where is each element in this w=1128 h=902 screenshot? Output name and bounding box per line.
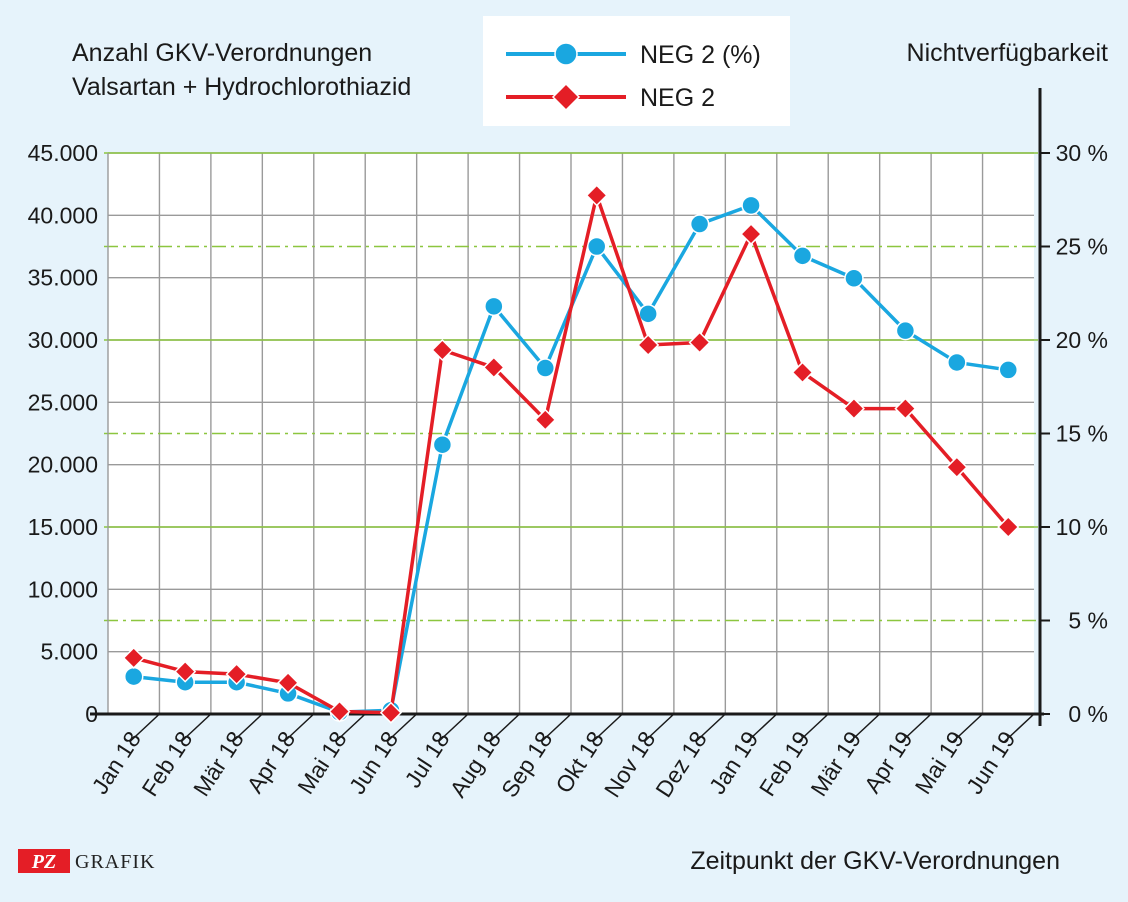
x-tick-mark <box>540 713 572 743</box>
data-point-neg2 <box>945 456 968 479</box>
data-point-neg2 <box>585 184 608 207</box>
x-tick-label: Feb 19 <box>754 727 815 801</box>
x-tick-label: Mär 18 <box>188 727 249 801</box>
data-point-neg2 <box>997 515 1020 539</box>
data-point-neg2 <box>379 701 403 724</box>
x-tick-mark <box>746 713 778 743</box>
y-left-tick-label: 25.000 <box>28 389 98 415</box>
x-tick-label: Jul 18 <box>399 727 454 793</box>
x-tick-label: Feb 18 <box>137 727 198 801</box>
x-tick-mark <box>900 713 932 743</box>
x-tick-label: Apr 18 <box>242 727 301 798</box>
x-tick-mark <box>1003 713 1035 743</box>
x-tick-mark <box>231 713 263 743</box>
data-point-neg2 <box>174 660 197 683</box>
data-point-neg2-pct <box>535 358 556 378</box>
data-point-neg2 <box>791 361 814 384</box>
x-tick-label: Aug 18 <box>445 727 507 802</box>
x-tick-mark <box>643 713 675 743</box>
x-tick-label: Apr 19 <box>859 727 918 798</box>
y-right-tick-label: 30 % <box>1056 140 1108 166</box>
x-tick-label: Jun 18 <box>344 727 403 799</box>
x-tick-mark <box>437 713 469 743</box>
legend-label-neg2-pct: NEG 2 (%) <box>640 41 761 69</box>
x-axis-title: Zeitpunkt der GKV-Verordnungen <box>690 847 1060 875</box>
pz-logo-text: PZ <box>31 851 56 873</box>
data-point-neg2-pct <box>432 434 453 455</box>
x-tick-label: Dez 18 <box>650 727 711 802</box>
y-left-tick-label: 10.000 <box>28 576 98 602</box>
data-point-neg2 <box>225 663 248 686</box>
legend-box <box>483 16 790 126</box>
x-tick-mark <box>283 713 315 743</box>
data-point-neg2-pct <box>689 214 710 234</box>
data-point-neg2 <box>276 671 300 694</box>
right-axis-title: Nichtverfügbarkeit <box>907 39 1109 67</box>
x-tick-mark <box>952 713 984 743</box>
y-left-tick-label: 45.000 <box>28 140 98 166</box>
data-point-neg2 <box>739 222 763 246</box>
x-tick-mark <box>180 713 212 743</box>
data-point-neg2-pct <box>998 360 1019 380</box>
x-tick-mark <box>849 713 881 743</box>
legend-marker-neg2-pct <box>554 42 578 66</box>
y-left-tick-label: 40.000 <box>28 202 98 228</box>
x-tick-mark <box>128 713 160 743</box>
x-tick-label: Jun 19 <box>961 727 1020 799</box>
data-point-neg2-pct <box>484 296 504 317</box>
y-right-tick-label: 15 % <box>1056 421 1108 447</box>
x-tick-mark <box>694 713 726 743</box>
left-axis-title-line-1: Anzahl GKV-Verordnungen <box>72 39 372 67</box>
data-point-neg2-pct <box>741 195 761 216</box>
x-tick-label: Mär 19 <box>805 727 866 801</box>
y-left-tick-label: 15.000 <box>28 514 98 540</box>
data-point-neg2-pct <box>947 352 967 373</box>
legend-marker-neg2 <box>551 82 581 112</box>
x-tick-mark <box>591 713 623 743</box>
x-tick-mark <box>334 713 366 743</box>
x-tick-mark <box>386 713 418 743</box>
data-point-neg2 <box>122 646 145 669</box>
x-tick-label: Mai 18 <box>292 727 351 799</box>
x-tick-label: Nov 18 <box>599 727 660 802</box>
data-point-neg2 <box>431 338 454 362</box>
x-tick-mark <box>489 713 521 743</box>
x-tick-mark <box>797 713 829 743</box>
data-point-neg2 <box>842 397 866 420</box>
data-point-neg2 <box>534 408 557 431</box>
data-point-neg2 <box>688 331 711 354</box>
data-point-neg2-pct <box>844 268 864 289</box>
legend: NEG 2 (%) NEG 2 <box>483 16 790 126</box>
y-left-tick-label: 0 <box>85 701 98 727</box>
data-point-neg2-pct <box>792 246 813 266</box>
y-right-tick-label: 20 % <box>1056 327 1108 353</box>
data-point-neg2 <box>894 397 917 420</box>
data-point-neg2-pct <box>123 666 144 687</box>
data-point-neg2-pct <box>638 304 658 324</box>
y-left-tick-label: 35.000 <box>28 265 98 291</box>
data-point-neg2-pct <box>895 320 916 341</box>
y-right-tick-label: 25 % <box>1056 234 1108 260</box>
y-right-tick-label: 0 % <box>1068 701 1108 727</box>
grafik-logo-text: GRAFIK <box>75 851 155 873</box>
data-point-neg2 <box>637 333 660 357</box>
y-right-tick-label: 5 % <box>1068 608 1108 634</box>
data-point-neg2 <box>328 700 351 723</box>
x-tick-label: Mai 19 <box>910 727 969 799</box>
y-right-tick-label: 10 % <box>1056 514 1108 540</box>
data-point-neg2 <box>482 356 505 379</box>
data-point-neg2-pct <box>586 236 607 257</box>
y-left-tick-label: 20.000 <box>28 452 98 478</box>
x-tick-label: Sep 18 <box>496 727 558 802</box>
y-left-tick-label: 30.000 <box>28 327 98 353</box>
pz-logo-box <box>18 849 70 873</box>
pz-grafik-logo: PZ GRAFIK <box>18 849 155 873</box>
y-left-tick-label: 5.000 <box>40 639 98 665</box>
legend-label-neg2: NEG 2 <box>640 84 715 112</box>
left-axis-title-line-2: Valsartan + Hydrochlorothiazid <box>72 73 411 101</box>
